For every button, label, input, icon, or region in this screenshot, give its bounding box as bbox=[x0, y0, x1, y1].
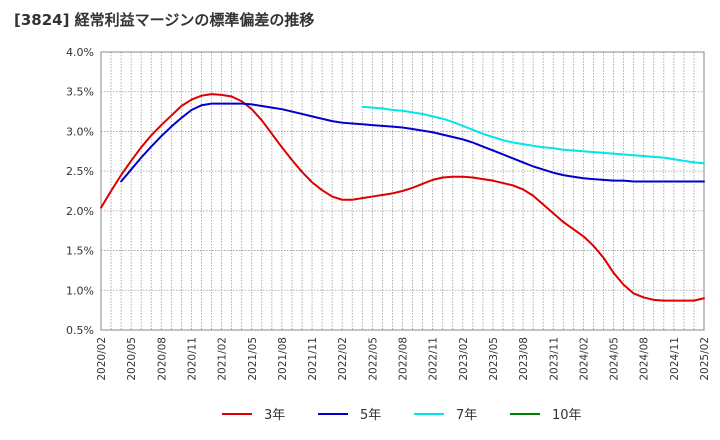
y-tick-label: 3.5% bbox=[66, 86, 94, 99]
x-tick-label: 2020/02 bbox=[96, 337, 108, 381]
x-tick-label: 2023/05 bbox=[488, 337, 500, 381]
x-tick-label: 2025/02 bbox=[699, 337, 711, 381]
x-tick-label: 2022/05 bbox=[367, 337, 379, 381]
plot-area-frame bbox=[100, 51, 705, 331]
y-axis-ticks: 0.5% 1.0% 1.5% 2.0% 2.5% 3.0% 3.5% 4.0% bbox=[66, 46, 94, 337]
series-line-7年 bbox=[361, 105, 705, 165]
x-tick-label: 2022/11 bbox=[428, 337, 440, 381]
x-tick-label: 2022/02 bbox=[337, 337, 349, 381]
y-tick-label: 2.0% bbox=[66, 205, 94, 218]
legend-label: 7年 bbox=[456, 408, 477, 423]
y-tick-label: 3.0% bbox=[66, 125, 94, 138]
y-tick-label: 1.0% bbox=[66, 284, 94, 297]
x-tick-label: 2021/11 bbox=[307, 337, 319, 381]
chart-title: [3824] 経常利益マージンの標準偏差の推移 bbox=[14, 11, 315, 29]
x-tick-label: 2024/05 bbox=[609, 337, 621, 381]
legend-label: 10年 bbox=[552, 408, 582, 423]
gridlines bbox=[101, 52, 704, 330]
x-tick-label: 2021/05 bbox=[247, 337, 259, 381]
y-tick-label: 4.0% bbox=[66, 46, 94, 59]
legend-label: 3年 bbox=[264, 408, 285, 423]
x-tick-label: 2024/11 bbox=[669, 337, 681, 381]
series-line-5年 bbox=[120, 102, 705, 183]
x-tick-label: 2021/02 bbox=[217, 337, 229, 381]
x-tick-label: 2023/08 bbox=[518, 337, 530, 381]
legend: 3年 5年 7年 10年 bbox=[222, 408, 582, 423]
x-tick-label: 2024/08 bbox=[639, 337, 651, 381]
x-tick-label: 2020/05 bbox=[126, 337, 138, 381]
x-tick-label: 2020/08 bbox=[156, 337, 168, 381]
y-tick-label: 1.5% bbox=[66, 245, 94, 258]
x-tick-label: 2024/02 bbox=[578, 337, 590, 381]
x-tick-label: 2023/11 bbox=[548, 337, 560, 381]
series-lines bbox=[100, 93, 705, 302]
x-tick-label: 2023/02 bbox=[458, 337, 470, 381]
y-tick-label: 0.5% bbox=[66, 324, 94, 337]
series-line-3年 bbox=[100, 93, 705, 302]
x-axis-ticks: 2020/02 2020/05 2020/08 2020/11 2021/02 2021/… bbox=[96, 337, 711, 381]
legend-label: 5年 bbox=[360, 408, 381, 423]
x-tick-label: 2022/08 bbox=[398, 337, 410, 381]
y-tick-label: 2.5% bbox=[66, 165, 94, 178]
x-tick-label: 2020/11 bbox=[186, 337, 198, 381]
x-tick-label: 2021/08 bbox=[277, 337, 289, 381]
